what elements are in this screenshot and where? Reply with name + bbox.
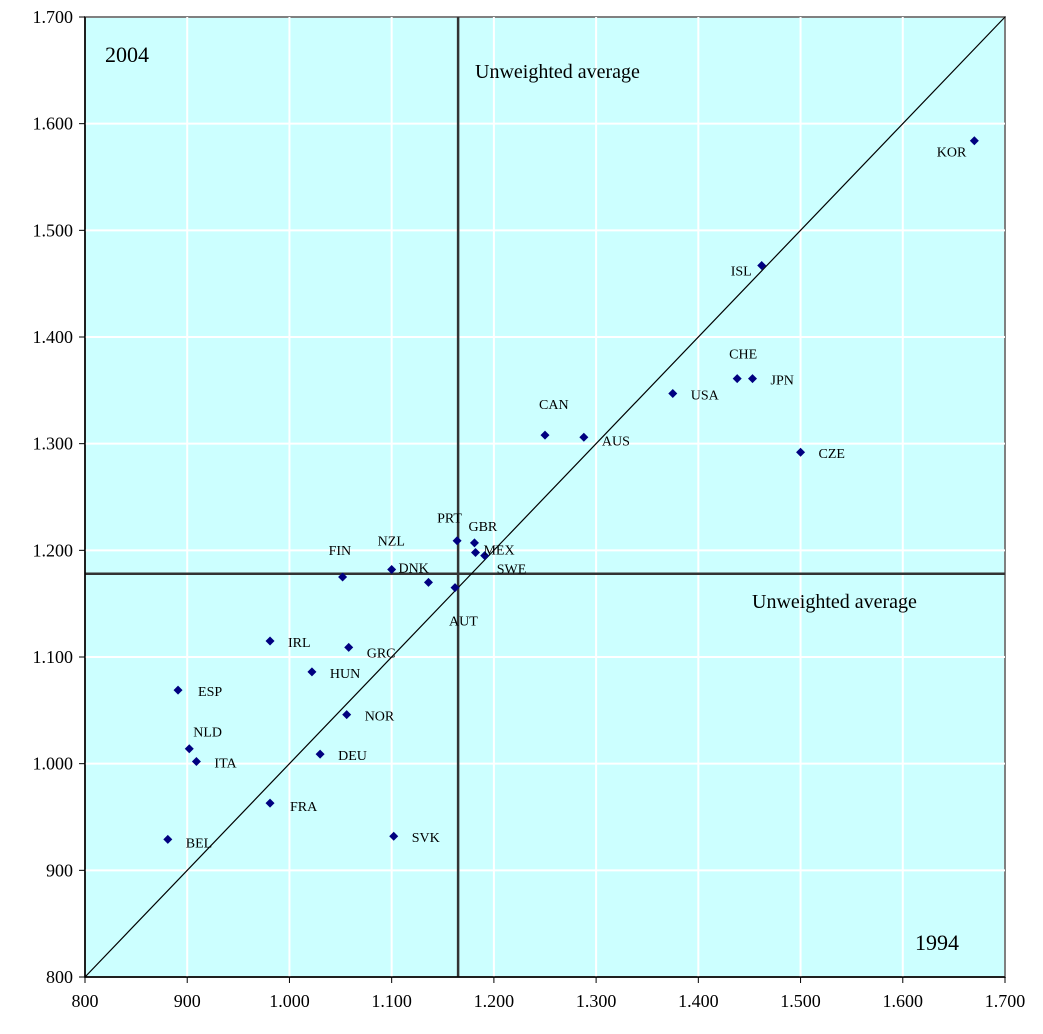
point-label-fin: FIN (329, 544, 352, 559)
y-tick-label: 900 (46, 860, 73, 880)
x-tick-label: 800 (72, 991, 99, 1011)
point-nld (184, 744, 194, 754)
point-jpn (748, 374, 758, 384)
y-tick-label: 1.100 (33, 647, 74, 667)
corner-label-1994: 1994 (915, 930, 959, 955)
y-tick-label: 1.500 (33, 220, 74, 240)
x-tick-label: 1.100 (371, 991, 412, 1011)
point-label-mex: MEX (483, 543, 514, 558)
diagonal-line (84, 16, 1006, 978)
point-label-che: CHE (729, 348, 757, 363)
point-label-fra: FRA (290, 800, 318, 815)
point-label-irl: IRL (288, 636, 311, 651)
y-tick-label: 1.400 (33, 327, 74, 347)
point-label-grc: GRC (367, 646, 396, 661)
point-labels: KOR ISL CHE JPN USA CAN AUS CZE PRT GBR MEX SWE NZL F… (186, 146, 967, 852)
point-label-cze: CZE (819, 447, 845, 462)
x-tick-label: 1.700 (985, 991, 1026, 1011)
point-bel (163, 834, 173, 844)
point-dnk (423, 577, 433, 587)
point-label-hun: HUN (330, 667, 360, 682)
point-usa (668, 389, 678, 399)
point-label-aut: AUT (449, 615, 478, 630)
point-label-deu: DEU (338, 749, 367, 764)
point-isl (757, 261, 767, 271)
y-axis-ticks: 800 900 1.000 1.100 1.200 1.300 1.400 1.500 1.60… (33, 7, 86, 987)
x-tick-label: 1.400 (678, 991, 719, 1011)
point-label-nzl: NZL (378, 535, 405, 550)
point-label-aus: AUS (602, 434, 630, 449)
point-irl (265, 636, 275, 646)
y-tick-label: 1.700 (33, 7, 74, 27)
point-label-svk: SVK (412, 831, 440, 846)
point-hun (307, 667, 317, 677)
x-tick-label: 900 (174, 991, 201, 1011)
corner-label-2004: 2004 (105, 42, 149, 67)
point-label-usa: USA (691, 389, 720, 404)
point-label-isl: ISL (731, 265, 752, 280)
point-kor (969, 136, 979, 146)
point-label-kor: KOR (937, 146, 967, 161)
average-lines (85, 17, 1005, 977)
y-tick-label: 1.200 (33, 540, 74, 560)
point-label-nor: NOR (365, 710, 395, 725)
y-tick-label: 1.300 (33, 434, 74, 454)
point-prt (452, 536, 462, 546)
vertical-average-label: Unweighted average (475, 61, 640, 83)
point-label-gbr: GBR (468, 520, 497, 535)
point-label-swe: SWE (497, 563, 527, 578)
point-nor (342, 710, 352, 720)
x-tick-label: 1.200 (474, 991, 515, 1011)
point-che (732, 374, 742, 384)
horizontal-average-label: Unweighted average (752, 591, 917, 613)
data-points (163, 136, 979, 844)
point-label-dnk: DNK (398, 561, 428, 576)
point-ita (191, 757, 201, 767)
point-aut (450, 583, 460, 593)
point-can (540, 430, 550, 440)
point-fra (265, 798, 275, 808)
x-tick-label: 1.500 (780, 991, 821, 1011)
point-label-can: CAN (539, 398, 569, 413)
point-cze (796, 447, 806, 457)
point-gbr (469, 538, 479, 548)
point-aus (579, 432, 589, 442)
x-axis-ticks: 800 900 1.000 1.100 1.200 1.300 1.400 1.500 1.60… (72, 976, 1026, 1011)
point-label-esp: ESP (198, 685, 222, 700)
x-tick-label: 1.000 (269, 991, 310, 1011)
point-deu (315, 749, 325, 759)
y-tick-label: 1.600 (33, 114, 74, 134)
point-label-prt: PRT (437, 512, 462, 527)
point-label-nld: NLD (193, 726, 222, 741)
y-tick-label: 800 (46, 967, 73, 987)
x-tick-label: 1.600 (883, 991, 924, 1011)
point-swe (480, 551, 490, 561)
point-grc (344, 642, 354, 652)
y-tick-label: 1.000 (33, 754, 74, 774)
point-fin (338, 572, 348, 582)
point-label-jpn: JPN (771, 374, 794, 389)
gridlines (85, 17, 1005, 977)
point-label-ita: ITA (214, 757, 237, 772)
point-svk (389, 831, 399, 841)
point-esp (173, 685, 183, 695)
point-mex (470, 547, 480, 557)
point-label-bel: BEL (186, 836, 212, 851)
point-nzl (387, 565, 397, 575)
x-tick-label: 1.300 (576, 991, 617, 1011)
